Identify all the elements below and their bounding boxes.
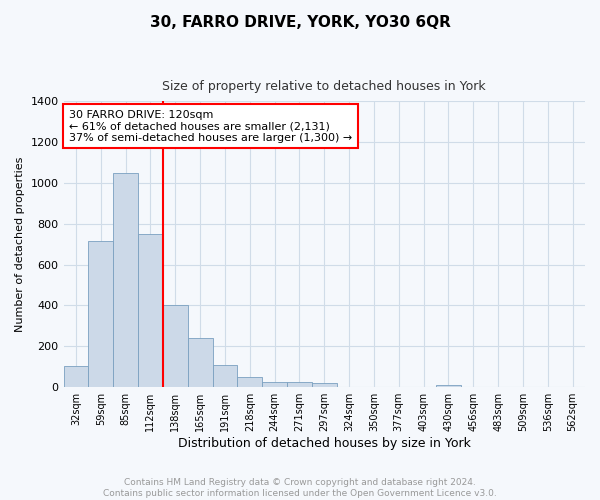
Bar xyxy=(64,366,88,387)
Bar xyxy=(287,382,312,387)
Y-axis label: Number of detached properties: Number of detached properties xyxy=(15,156,25,332)
Bar xyxy=(212,364,238,387)
X-axis label: Distribution of detached houses by size in York: Distribution of detached houses by size … xyxy=(178,437,471,450)
Bar xyxy=(312,383,337,387)
Bar xyxy=(238,378,262,387)
Text: 30, FARRO DRIVE, YORK, YO30 6QR: 30, FARRO DRIVE, YORK, YO30 6QR xyxy=(149,15,451,30)
Bar xyxy=(138,234,163,387)
Bar xyxy=(88,241,113,387)
Text: 30 FARRO DRIVE: 120sqm
← 61% of detached houses are smaller (2,131)
37% of semi-: 30 FARRO DRIVE: 120sqm ← 61% of detached… xyxy=(69,110,352,143)
Text: Contains HM Land Registry data © Crown copyright and database right 2024.
Contai: Contains HM Land Registry data © Crown c… xyxy=(103,478,497,498)
Title: Size of property relative to detached houses in York: Size of property relative to detached ho… xyxy=(163,80,486,93)
Bar xyxy=(163,306,188,387)
Bar xyxy=(113,172,138,387)
Bar xyxy=(262,382,287,387)
Bar xyxy=(436,385,461,387)
Bar xyxy=(188,338,212,387)
